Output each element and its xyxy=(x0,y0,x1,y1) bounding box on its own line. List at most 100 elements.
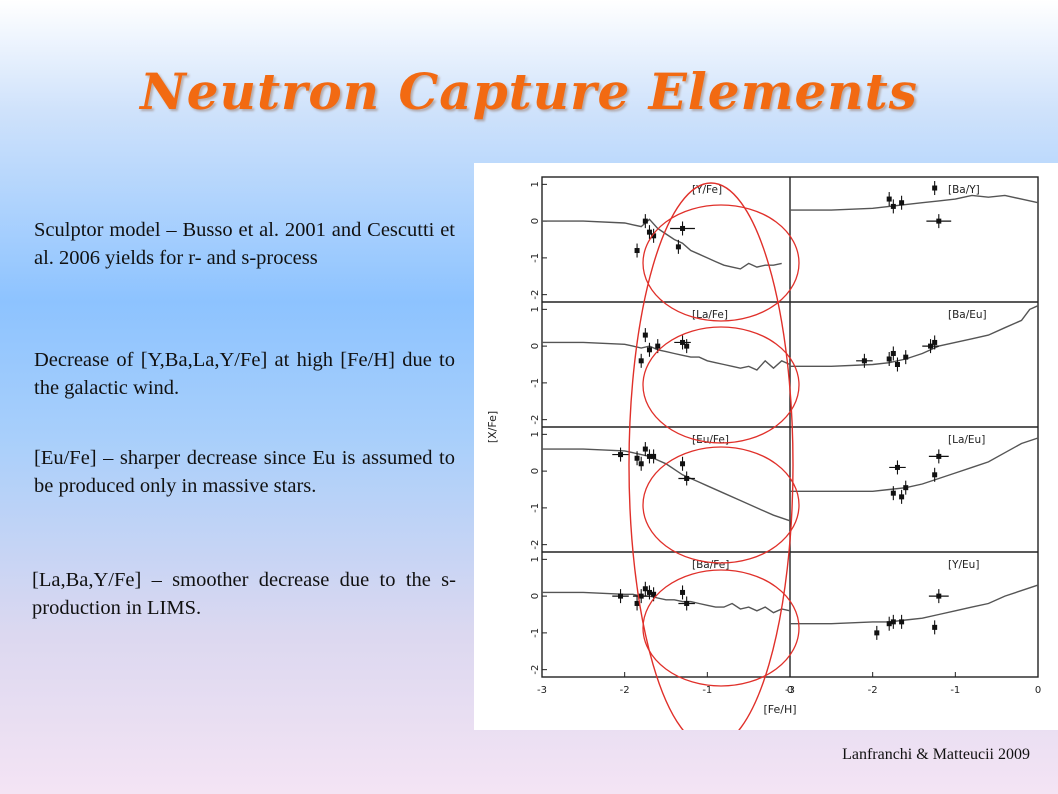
model-line xyxy=(790,584,1039,625)
y-tick-label: -2 xyxy=(530,415,541,425)
model-line xyxy=(790,194,1039,211)
panel-label: [Ba/Y] xyxy=(948,184,980,196)
data-point xyxy=(642,218,648,224)
data-point xyxy=(890,490,896,496)
x-tick-label: -2 xyxy=(620,685,630,696)
data-point xyxy=(932,624,938,630)
panel-label: [Y/Eu] xyxy=(948,559,979,571)
data-point xyxy=(874,630,880,636)
y-tick-label: -2 xyxy=(530,540,541,550)
model-line xyxy=(790,305,1039,368)
data-point xyxy=(618,452,624,458)
x-tick-label: -2 xyxy=(868,685,878,696)
data-point xyxy=(651,591,657,597)
data-point xyxy=(886,196,892,202)
data-point xyxy=(890,619,896,625)
data-point xyxy=(903,485,909,491)
data-point xyxy=(638,593,644,599)
y-tick-label: 1 xyxy=(530,431,541,437)
x-tick-label: 0 xyxy=(787,685,793,696)
highlight-ellipse-large xyxy=(628,182,794,730)
y-tick-label: -2 xyxy=(530,665,541,675)
data-point xyxy=(936,593,942,599)
data-point xyxy=(675,244,681,250)
data-point xyxy=(646,347,652,353)
data-point xyxy=(646,453,652,459)
data-point xyxy=(899,200,905,206)
model-line xyxy=(790,437,1039,492)
data-point xyxy=(655,343,661,349)
data-point xyxy=(642,446,648,452)
x-tick-label: 0 xyxy=(1035,685,1041,696)
data-point xyxy=(680,339,686,345)
x-tick-label: -1 xyxy=(702,685,712,696)
y-tick-label: 0 xyxy=(530,343,541,349)
data-point xyxy=(932,472,938,478)
data-point xyxy=(684,475,690,481)
y-axis-label: [X/Fe] xyxy=(486,411,499,443)
data-point xyxy=(936,453,942,459)
model-line xyxy=(542,448,791,522)
data-point xyxy=(680,589,686,595)
panel-label: [Y/Fe] xyxy=(692,184,722,196)
y-tick-label: 0 xyxy=(530,218,541,224)
data-point xyxy=(638,358,644,364)
y-tick-label: -2 xyxy=(530,290,541,300)
x-axis-label: [Fe/H] xyxy=(763,703,796,716)
data-point xyxy=(932,339,938,345)
highlight-ellipse xyxy=(642,446,800,564)
panel-label: [La/Eu] xyxy=(948,434,985,446)
model-line xyxy=(542,591,791,614)
data-point xyxy=(886,621,892,627)
panel-label: [Ba/Fe] xyxy=(692,559,729,571)
data-point xyxy=(642,332,648,338)
abundance-ratio-figure: 1 0 -1 -2 1 0 -1 -2 1 0 -1 -2 1 0 -1 -2 -3 -2 -1 0 -3 -2 -1 0 [F… xyxy=(474,163,1058,730)
y-tick-label: -1 xyxy=(530,628,541,638)
data-point xyxy=(886,356,892,362)
bullet-galactic-wind: Decrease of [Y,Ba,La,Y/Fe] at high [Fe/H… xyxy=(34,349,455,399)
y-tick-label: -1 xyxy=(530,253,541,263)
bullet-eu-decrease: [Eu/Fe] – sharper decrease since Eu is a… xyxy=(34,447,455,497)
data-point xyxy=(684,600,690,606)
data-point xyxy=(890,350,896,356)
data-point xyxy=(894,464,900,470)
highlight-ellipse xyxy=(642,204,800,322)
data-point xyxy=(680,461,686,467)
data-point xyxy=(646,229,652,235)
abundance-chart-svg: 10-1-210-1-210-1-210-1-2-3 -2 -1 0-3 -2 -1 0[F… xyxy=(486,176,1041,730)
bullet-model-description: Sculptor model – Busso et al. 2001 and C… xyxy=(34,219,455,269)
data-point xyxy=(861,358,867,364)
data-point xyxy=(928,343,934,349)
data-point xyxy=(684,343,690,349)
data-point xyxy=(680,225,686,231)
y-tick-label: 0 xyxy=(530,468,541,474)
y-tick-label: 1 xyxy=(530,306,541,312)
slide-title: Neutron Capture Elements xyxy=(140,62,918,121)
data-point xyxy=(932,185,938,191)
data-point xyxy=(646,589,652,595)
bullet-s-production: [La,Ba,Y/Fe] – smoother decrease due to … xyxy=(32,569,456,619)
data-point xyxy=(936,218,942,224)
model-line xyxy=(542,341,791,371)
data-point xyxy=(651,233,657,239)
figure-credit: Lanfranchi & Matteucii 2009 xyxy=(842,746,1030,763)
data-point xyxy=(651,453,657,459)
x-tick-label: -1 xyxy=(950,685,960,696)
data-point xyxy=(899,619,905,625)
y-tick-label: 1 xyxy=(530,556,541,562)
data-point xyxy=(618,593,624,599)
y-tick-label: -1 xyxy=(530,378,541,388)
data-point xyxy=(638,461,644,467)
panel-label: [Ba/Eu] xyxy=(948,309,987,321)
y-tick-label: -1 xyxy=(530,503,541,513)
data-point xyxy=(890,203,896,209)
data-point xyxy=(899,494,905,500)
data-point xyxy=(634,248,640,254)
highlight-ellipse xyxy=(642,569,800,687)
model-line xyxy=(542,218,782,270)
data-point xyxy=(642,586,648,592)
panel-label: [La/Fe] xyxy=(692,309,728,321)
data-point xyxy=(634,600,640,606)
x-tick-label: -3 xyxy=(785,685,795,696)
data-point xyxy=(903,354,909,360)
